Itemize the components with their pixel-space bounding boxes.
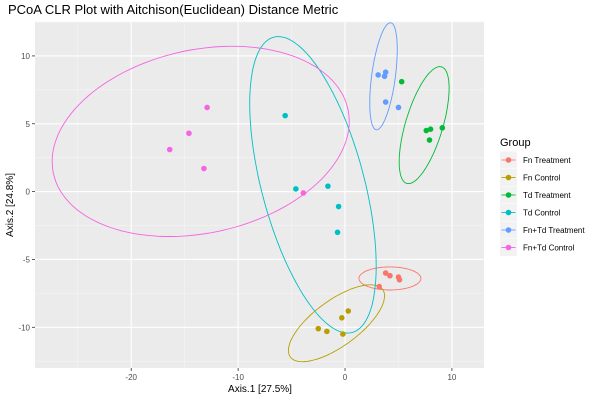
point-fn-treatment [376,283,383,290]
legend-key-point [505,244,512,251]
legend-label: Fn+Td Treatment [523,226,585,235]
ellipse-fn-treatment [358,266,422,291]
point-fn-treatment [382,270,389,276]
x-axis-title: Axis.1 [27.5%] [228,384,292,395]
x-tick-label: -10 [232,373,244,382]
legend-key-point [505,174,512,181]
grid-major [35,22,484,368]
point-td-treatment [427,126,434,132]
point-td-treatment [426,137,433,143]
point-fn-td-control [204,104,210,111]
y-tick-label: 5 [26,120,31,129]
x-tick-label: -20 [125,373,137,382]
ellipse-td-treatment [398,66,450,185]
ellipse-td-control [249,36,377,334]
legend-title: Group [500,137,531,149]
point-fn-td-treatment [375,72,381,78]
legend-label: Fn+Td Control [523,244,575,253]
point-td-treatment [423,127,430,134]
legend-key-point [505,157,512,163]
confidence-ellipses [51,22,450,363]
point-td-treatment [398,78,405,85]
point-fn-control [340,331,346,337]
point-fn-td-treatment [381,73,388,80]
point-td-control [282,112,288,119]
legend-key-point [505,192,512,198]
point-fn-td-control [186,130,192,137]
ellipse-fn-td-control [51,45,350,237]
point-fn-td-treatment [382,99,389,105]
legend-label: Fn Treatment [523,156,571,165]
point-fn-td-control [201,165,207,172]
legend-label: Td Control [523,209,561,218]
point-fn-control [339,314,345,321]
x-tick-label: 0 [343,373,348,382]
data-points [166,69,446,337]
y-axis-title: Axis.2 [24.8%] [5,173,16,237]
y-axis-ticks: -10 -5 0 5 10 [18,52,35,332]
y-tick-label: 0 [26,188,31,197]
point-td-control [325,183,331,189]
legend: Group Fn Treatment Fn Control Td Treatment… [500,137,585,256]
legend-label: Td Treatment [523,191,571,200]
point-td-control [335,203,342,210]
plot-panel [35,22,484,368]
x-tick-label: 10 [447,373,456,382]
y-tick-label: -5 [23,255,31,264]
point-fn-control [324,328,330,335]
point-fn-control [315,325,322,332]
legend-key-point [505,209,512,216]
point-fn-td-control [166,146,173,153]
grid-minor [35,21,484,368]
point-fn-treatment [387,272,393,279]
ellipse-fn-control [287,284,385,363]
point-td-treatment [439,125,446,131]
legend-key-point [505,227,512,233]
point-fn-control [345,308,352,314]
point-fn-treatment [396,277,403,283]
point-fn-td-treatment [395,104,402,111]
ellipse-fn-td-treatment [369,22,398,131]
point-fn-td-control [300,190,307,196]
x-axis-ticks: -20 -10 0 10 [125,368,457,382]
y-tick-label: -10 [18,323,30,332]
point-td-control [334,229,341,236]
legend-label: Fn Control [523,174,561,183]
point-td-control [293,186,299,192]
y-tick-label: 10 [21,52,30,61]
chart-title: PCoA CLR Plot with Aitchison(Euclidean) … [8,2,339,17]
